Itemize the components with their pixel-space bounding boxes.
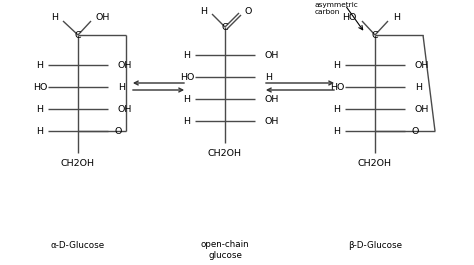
Text: H: H	[334, 104, 340, 113]
Text: HO: HO	[180, 73, 194, 82]
Text: OH: OH	[265, 95, 279, 104]
Text: HO: HO	[33, 82, 47, 91]
Text: H: H	[183, 51, 191, 60]
Text: O: O	[411, 126, 419, 135]
Text: HO: HO	[330, 82, 344, 91]
Text: CH2OH: CH2OH	[358, 158, 392, 167]
Text: α-D-Glucose: α-D-Glucose	[51, 241, 105, 250]
Text: H: H	[183, 117, 191, 126]
Text: H: H	[51, 14, 58, 23]
Text: C: C	[75, 30, 82, 39]
Text: H: H	[393, 14, 400, 23]
Text: OH: OH	[96, 14, 110, 23]
Text: H: H	[36, 60, 44, 69]
Text: H: H	[265, 73, 272, 82]
Text: H: H	[183, 95, 191, 104]
Text: OH: OH	[265, 51, 279, 60]
Text: H: H	[334, 60, 340, 69]
Text: H: H	[36, 104, 44, 113]
Text: open-chain
glucose: open-chain glucose	[201, 240, 249, 260]
Text: H: H	[36, 126, 44, 135]
Text: OH: OH	[415, 104, 429, 113]
Text: HO: HO	[343, 14, 357, 23]
Text: New
asymmetric
carbon: New asymmetric carbon	[315, 0, 359, 15]
Text: OH: OH	[118, 104, 132, 113]
Text: H: H	[200, 7, 207, 15]
Text: CH2OH: CH2OH	[208, 148, 242, 157]
Text: OH: OH	[118, 60, 132, 69]
Text: C: C	[372, 30, 378, 39]
Text: O: O	[245, 7, 252, 15]
Text: CH2OH: CH2OH	[61, 158, 95, 167]
Text: β-D-Glucose: β-D-Glucose	[348, 241, 402, 250]
Text: C: C	[222, 23, 228, 32]
Text: H: H	[118, 82, 125, 91]
Text: H: H	[334, 126, 340, 135]
Text: O: O	[114, 126, 122, 135]
Text: OH: OH	[265, 117, 279, 126]
Text: OH: OH	[415, 60, 429, 69]
Text: H: H	[415, 82, 422, 91]
